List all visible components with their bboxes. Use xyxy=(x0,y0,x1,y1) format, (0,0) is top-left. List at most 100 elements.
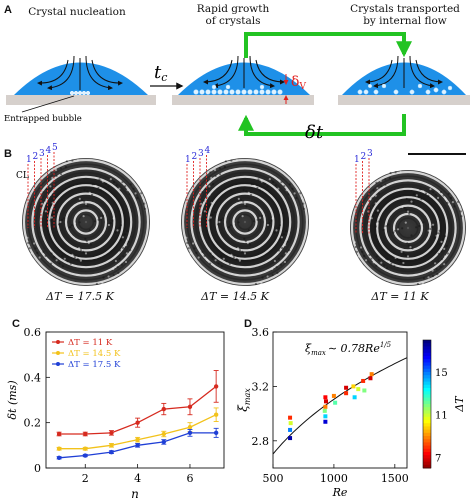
colorbar-segment xyxy=(423,420,431,424)
speckle xyxy=(374,202,377,205)
speckle xyxy=(201,250,204,253)
colorbar-segment xyxy=(423,458,431,463)
panel-d-label: D xyxy=(244,318,252,330)
speckle xyxy=(58,262,61,265)
speckle xyxy=(407,244,410,247)
data-point xyxy=(213,430,219,436)
speckle xyxy=(213,168,217,172)
speckle xyxy=(122,255,125,258)
speckle xyxy=(203,210,206,213)
speckle xyxy=(431,274,435,278)
speckle xyxy=(118,249,122,252)
speckle xyxy=(50,216,53,219)
speckle xyxy=(91,183,94,186)
fringe-ring xyxy=(60,196,112,248)
speckle xyxy=(208,219,211,222)
colorbar-tick-label: 11 xyxy=(435,411,448,422)
speckle xyxy=(432,223,435,226)
data-point xyxy=(333,400,338,405)
tick-number: 2 xyxy=(33,152,39,162)
speckle xyxy=(136,197,139,200)
legend-label: ΔT = 14.5 K xyxy=(68,349,121,359)
stage3-caption-line1: Crystals transported xyxy=(350,3,460,15)
data-point xyxy=(56,446,62,451)
colorbar-segment xyxy=(423,368,431,373)
speckle xyxy=(443,263,446,266)
speckle xyxy=(33,242,36,245)
speckle xyxy=(431,269,434,272)
speckle xyxy=(60,173,63,176)
speckle xyxy=(275,229,278,232)
legend-label: ΔT = 17.5 K xyxy=(68,360,121,370)
fringe-ring xyxy=(372,192,444,264)
speckle xyxy=(444,198,447,201)
tick-number: 3 xyxy=(198,149,204,159)
speckle xyxy=(55,174,58,177)
data-point xyxy=(288,427,293,432)
speckle xyxy=(209,216,212,219)
colorbar-segment xyxy=(423,461,431,466)
speckle xyxy=(128,193,131,196)
speckle xyxy=(50,252,53,255)
speckle xyxy=(357,255,360,258)
speckle xyxy=(97,218,100,221)
colorbar-segment xyxy=(423,410,431,415)
speckle xyxy=(126,189,129,192)
speckle xyxy=(94,184,97,188)
speckle xyxy=(399,170,402,174)
colorbar-segment xyxy=(423,416,431,421)
fringe-ring xyxy=(232,209,258,235)
speckle xyxy=(266,275,269,278)
speckle xyxy=(446,201,449,204)
speckle xyxy=(240,199,243,202)
speckle xyxy=(127,240,130,243)
speckle xyxy=(353,241,356,244)
speckle xyxy=(271,273,274,277)
speckle xyxy=(86,205,89,208)
delta-v-label: δV xyxy=(291,74,306,92)
speckle xyxy=(44,210,48,213)
fringe-ring xyxy=(363,183,453,273)
feedback-loop xyxy=(238,32,412,136)
speckle xyxy=(84,202,88,205)
speckle xyxy=(82,250,85,253)
speckle xyxy=(427,276,430,279)
speckle xyxy=(247,229,250,232)
speckle xyxy=(55,259,58,262)
speckle xyxy=(112,181,116,184)
speckle xyxy=(300,197,304,200)
fringe-ring xyxy=(64,200,108,244)
fringe-ring xyxy=(31,167,141,277)
speckle xyxy=(119,224,122,227)
speckle xyxy=(129,183,132,186)
speckle xyxy=(365,259,368,262)
speckle xyxy=(384,178,387,181)
speckle xyxy=(261,276,264,279)
speckle xyxy=(250,183,253,186)
data-point xyxy=(323,395,328,400)
speckle xyxy=(107,223,110,227)
plot-frame xyxy=(45,331,225,469)
speckle xyxy=(47,258,50,261)
dt-label: δt xyxy=(305,122,324,143)
tick-number: 5 xyxy=(52,143,58,153)
speckle xyxy=(204,188,207,191)
speckle xyxy=(400,250,403,253)
speckle xyxy=(41,202,44,205)
speckle xyxy=(284,230,288,233)
fringe-ring xyxy=(48,184,124,260)
colorbar-segment xyxy=(423,365,431,370)
speckle xyxy=(236,247,240,250)
speckle xyxy=(393,264,396,267)
colorbar-segment xyxy=(423,442,431,447)
x-tick-label: 1500 xyxy=(381,472,409,485)
speckle xyxy=(51,201,54,204)
speckle xyxy=(427,194,430,197)
speckle xyxy=(86,190,89,193)
speckle xyxy=(219,173,222,176)
fit-label: ξmax ∼ 0.78Re1/5 xyxy=(305,341,392,357)
speckle xyxy=(263,182,266,185)
speckle xyxy=(374,211,377,214)
speckle xyxy=(114,231,117,234)
